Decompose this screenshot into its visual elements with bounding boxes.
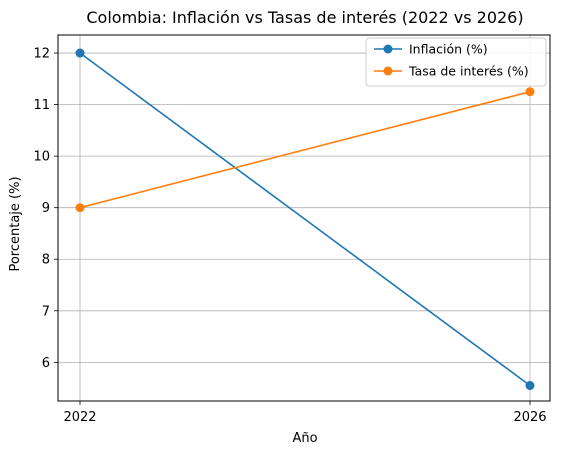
data-point-inflacion xyxy=(525,381,535,391)
y-tick-label: 11 xyxy=(33,98,50,113)
plot-area-frame xyxy=(57,34,551,402)
y-tick-label: 12 xyxy=(33,47,50,62)
x-tick-label: 2022 xyxy=(63,410,96,425)
series-line-inflacion xyxy=(79,52,531,387)
y-tick-label: 8 xyxy=(42,253,50,268)
x-tick-label: 2026 xyxy=(513,410,546,425)
y-tick-label: 7 xyxy=(42,304,50,319)
y-tick-label: 10 xyxy=(33,150,50,165)
axis-ticks: 6 7 8 9 10 11 12 2022 2026 xyxy=(33,47,546,425)
y-tick-label: 9 xyxy=(42,201,50,216)
legend-marker-inflacion xyxy=(383,44,393,54)
series-line-tasa xyxy=(79,90,531,209)
data-point-tasa xyxy=(525,87,535,97)
legend-label-tasa: Tasa de interés (%) xyxy=(408,64,529,79)
legend: Inflación (%) Tasa de interés (%) xyxy=(365,37,547,87)
data-point-inflacion xyxy=(75,48,85,58)
y-tick-label: 6 xyxy=(42,356,50,371)
series xyxy=(75,48,535,391)
legend-label-inflacion: Inflación (%) xyxy=(409,42,488,57)
chart-title: Colombia: Inflación vs Tasas de interés … xyxy=(86,8,523,27)
legend-box xyxy=(365,37,547,87)
legend-marker-tasa xyxy=(383,66,393,76)
y-axis-label: Porcentaje (%) xyxy=(8,176,23,271)
x-axis-label: Año xyxy=(292,431,317,446)
data-point-tasa xyxy=(75,203,85,213)
